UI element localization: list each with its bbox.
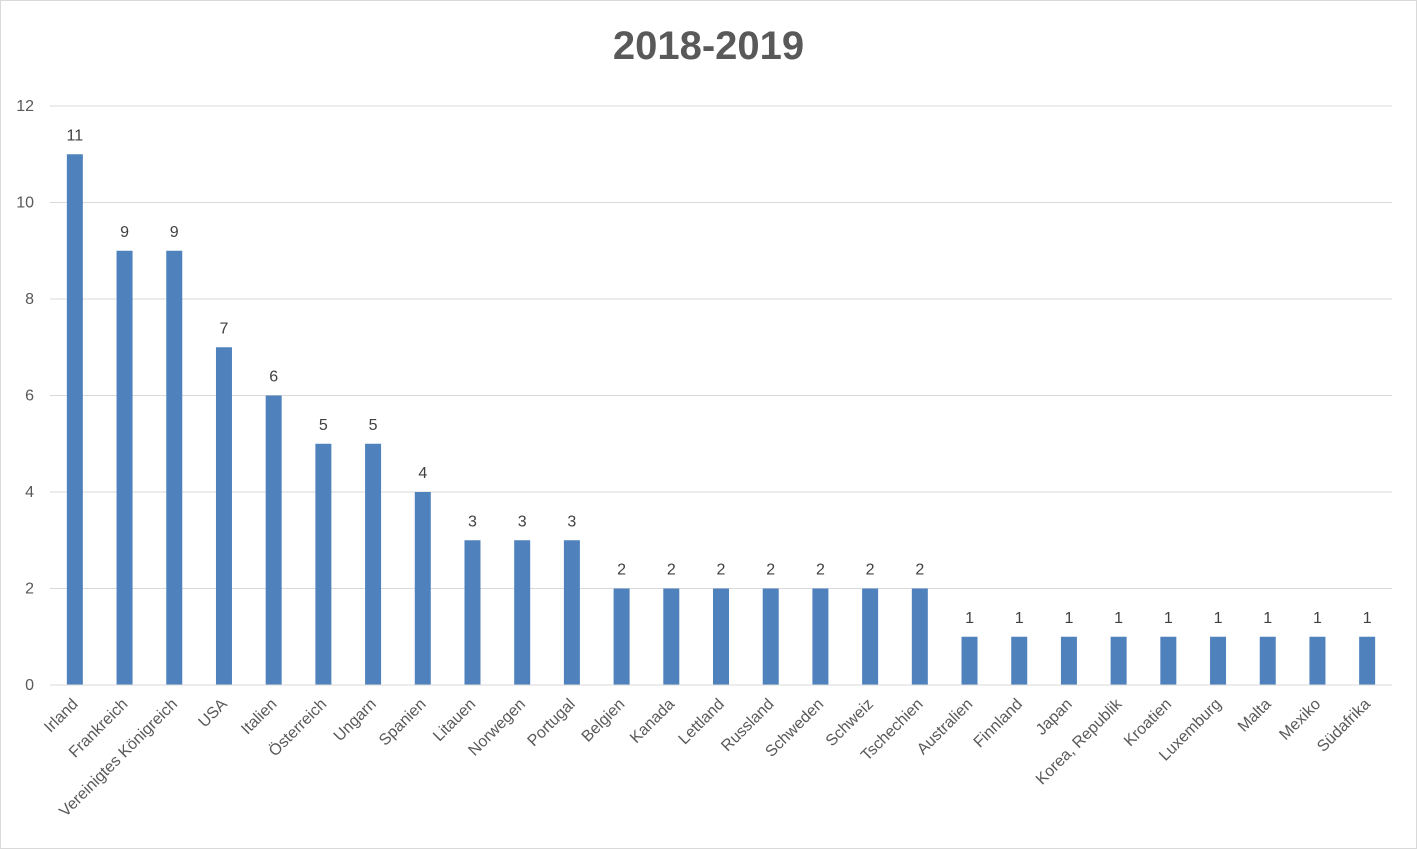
category-label: Korea, Republik (1033, 695, 1126, 788)
data-label: 11 (67, 127, 84, 144)
bar (215, 347, 232, 685)
bar (762, 588, 779, 685)
data-label: 6 (269, 369, 278, 386)
data-label: 1 (965, 610, 974, 627)
y-tick-label: 4 (25, 484, 34, 501)
data-label: 2 (617, 562, 626, 579)
data-label: 5 (369, 417, 378, 434)
bar (1309, 636, 1326, 685)
data-label: 1 (1313, 610, 1322, 627)
data-label: 2 (667, 562, 676, 579)
category-label: Italien (238, 696, 280, 738)
data-label: 1 (1114, 610, 1123, 627)
category-label: Japan (1033, 696, 1076, 739)
category-label: Südafrika (1314, 696, 1374, 756)
data-label: 7 (220, 320, 229, 337)
category-label: Ungarn (331, 696, 380, 745)
data-label: 1 (1015, 610, 1024, 627)
bar (1359, 636, 1376, 685)
data-label: 2 (866, 562, 875, 579)
y-tick-label: 6 (25, 388, 34, 405)
bar (66, 154, 83, 685)
bar (1259, 636, 1276, 685)
data-label: 1 (1363, 610, 1372, 627)
data-label: 1 (1263, 610, 1272, 627)
y-tick-label: 10 (16, 195, 34, 212)
bar (563, 540, 580, 685)
category-label: Mexiko (1276, 696, 1324, 744)
category-label: Spanien (376, 696, 430, 750)
data-label: 3 (468, 513, 477, 530)
bar (862, 588, 879, 685)
bar (464, 540, 481, 685)
bar (1160, 636, 1177, 685)
bar (1060, 636, 1077, 685)
bar (1011, 636, 1028, 685)
bar (315, 443, 332, 685)
bar (812, 588, 829, 685)
bar (116, 250, 133, 685)
bar (514, 540, 531, 685)
data-label: 1 (1064, 610, 1073, 627)
category-label: Belgien (579, 696, 629, 746)
data-label: 4 (418, 465, 427, 482)
category-label: Portugal (525, 696, 579, 750)
data-label: 2 (915, 562, 924, 579)
category-label: Malta (1235, 696, 1275, 736)
data-label: 5 (319, 417, 328, 434)
data-label: 3 (567, 513, 576, 530)
data-label: 2 (816, 562, 825, 579)
bar (613, 588, 630, 685)
bar (911, 588, 928, 685)
data-label: 9 (120, 224, 129, 241)
bar (1210, 636, 1227, 685)
y-tick-label: 2 (25, 581, 34, 598)
data-label: 1 (1164, 610, 1173, 627)
data-label: 9 (170, 224, 179, 241)
bar (265, 395, 282, 685)
data-label: 2 (717, 562, 726, 579)
y-tick-label: 0 (25, 677, 34, 694)
bar (166, 250, 183, 685)
category-label: Irland (41, 696, 81, 736)
category-label: USA (196, 696, 232, 732)
bar (663, 588, 680, 685)
data-label: 3 (518, 513, 527, 530)
bar (365, 443, 382, 685)
y-tick-label: 8 (25, 291, 34, 308)
y-tick-label: 12 (16, 98, 34, 115)
category-label: Litauen (430, 696, 479, 745)
bar (713, 588, 729, 685)
data-label: 2 (766, 562, 775, 579)
bar (414, 492, 431, 685)
category-label: Kanada (627, 696, 678, 747)
chart-title: 2018-2019 (612, 24, 805, 68)
category-label: Finnland (971, 696, 1026, 751)
data-label: 1 (1214, 610, 1223, 627)
bar (961, 636, 978, 685)
bar (1110, 636, 1127, 685)
